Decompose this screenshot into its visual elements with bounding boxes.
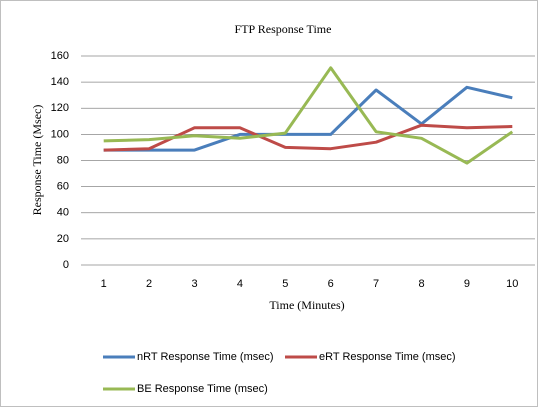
y-axis-label: Response Time (Msec) [30, 105, 44, 216]
y-tick-label: 120 [51, 102, 69, 114]
x-tick-label: 2 [146, 278, 152, 290]
y-tick-label: 20 [57, 233, 69, 245]
x-tick-label: 7 [373, 278, 379, 290]
y-tick-label: 100 [51, 128, 69, 140]
x-tick-label: 4 [237, 278, 243, 290]
x-tick-label: 9 [464, 278, 470, 290]
series-line [103, 66, 514, 165]
legend-label: nRT Response Time (msec) [137, 351, 274, 363]
y-tick-label: 160 [51, 50, 69, 62]
y-tick-label: 80 [57, 154, 69, 166]
legend-label: eRT Response Time (msec) [319, 351, 456, 363]
chart-title: FTP Response Time [235, 22, 332, 36]
legend-label: BE Response Time (msec) [137, 383, 268, 395]
x-tick-label: 10 [506, 278, 518, 290]
y-tick-label: 40 [57, 207, 69, 219]
x-tick-label: 8 [418, 278, 424, 290]
x-tick-label: 5 [282, 278, 288, 290]
x-tick-label: 3 [191, 278, 197, 290]
y-tick-label: 60 [57, 181, 69, 193]
y-tick-label: 0 [63, 259, 69, 271]
x-axis-label: Time (Minutes) [269, 298, 344, 312]
x-tick-label: 1 [101, 278, 107, 290]
x-tick-label: 6 [328, 278, 334, 290]
y-tick-label: 140 [51, 76, 69, 88]
series-line [103, 85, 513, 152]
